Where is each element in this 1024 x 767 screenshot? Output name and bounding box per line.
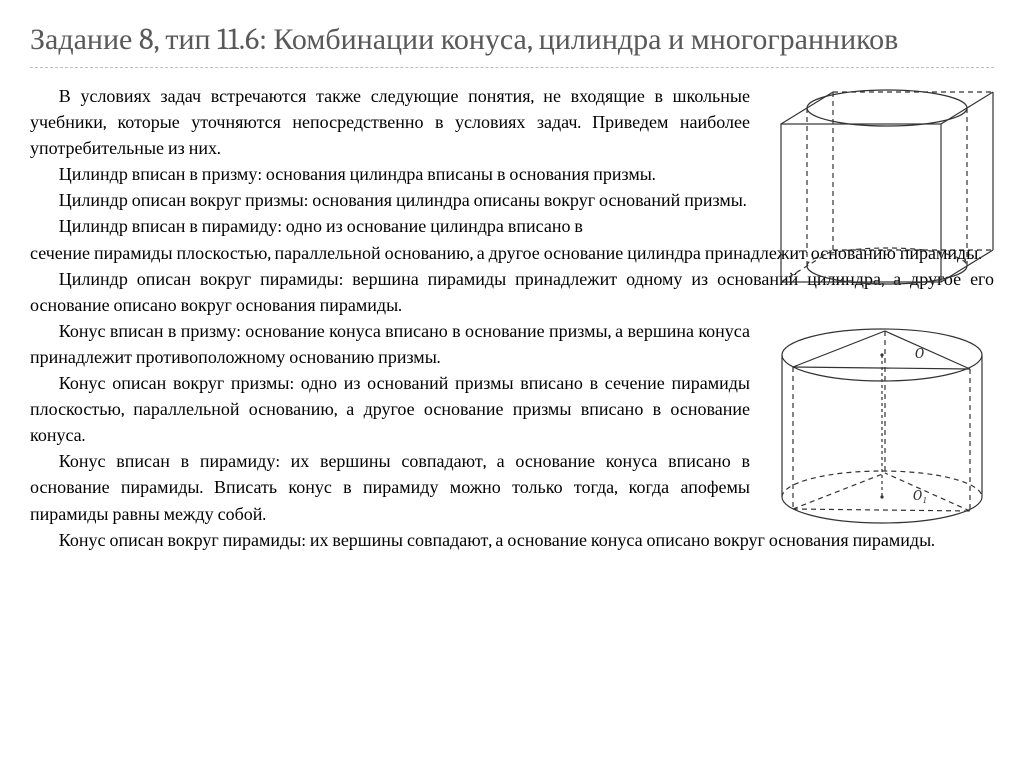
figure-cylinder-prism: O O₁: [765, 325, 1000, 533]
paragraph: В условиях задач встречаются также следу…: [30, 84, 750, 162]
content-body: В условиях задач встречаются также следу…: [30, 84, 994, 554]
paragraph: Цилиндр описан вокруг призмы: основания …: [30, 188, 750, 214]
label-o1: O₁: [913, 486, 927, 504]
block-with-figure-1: В условиях задач встречаются также следу…: [30, 84, 994, 241]
page-title: Задание 8, тип 11.6: Комбинации конуса, …: [30, 20, 994, 59]
paragraph: Конус вписан в призму: основание конуса …: [30, 319, 750, 371]
label-o: O: [915, 344, 924, 362]
block-with-figure-2: Конус вписан в призму: основание конуса …: [30, 319, 994, 528]
title-divider: [30, 67, 994, 68]
paragraph: Конус описан вокруг призмы: одно из осно…: [30, 371, 750, 449]
paragraph: Цилиндр вписан в пирамиду: одно из основ…: [30, 214, 750, 240]
paragraph: Конус вписан в пирамиду: их вершины совп…: [30, 449, 750, 527]
figure-cube-cylinder: [765, 82, 1000, 292]
paragraph: Цилиндр вписан в призму: основания цилин…: [30, 162, 750, 188]
